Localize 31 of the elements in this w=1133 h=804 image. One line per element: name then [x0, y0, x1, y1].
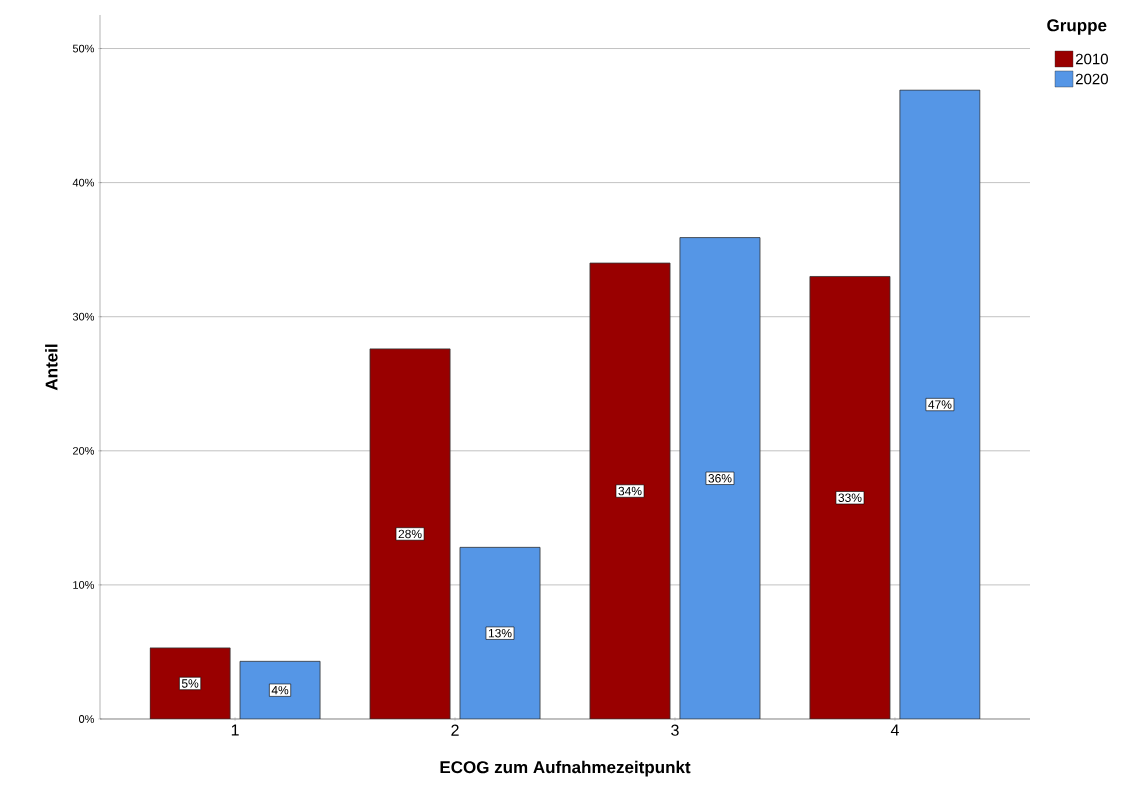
data-label: 28%	[398, 529, 422, 539]
y-tick-label: 20%	[73, 446, 95, 455]
bar	[679, 237, 761, 719]
y-tick-label: 30%	[72, 312, 95, 321]
legend-label: 2010	[1075, 53, 1108, 65]
data-label: 13%	[488, 628, 512, 638]
y-axis-title: Anteil	[45, 344, 58, 391]
y-tick-label: 50%	[72, 44, 95, 53]
bar	[899, 89, 981, 719]
data-label: 34%	[618, 486, 642, 496]
y-tick-label: 0%	[78, 715, 95, 723]
bar	[809, 276, 891, 719]
data-label: 47%	[928, 400, 952, 409]
data-label: 5%	[181, 679, 199, 688]
data-label: 33%	[838, 493, 862, 502]
legend-label: 2020	[1075, 73, 1108, 85]
y-tick-label: 10%	[73, 581, 95, 589]
bar	[589, 262, 671, 719]
bar	[239, 660, 321, 719]
x-tick-label: 2	[451, 724, 459, 736]
bar	[369, 348, 451, 719]
data-label: 4%	[271, 685, 289, 695]
x-tick-label: 3	[671, 724, 679, 736]
x-tick-label: 4	[890, 724, 899, 736]
x-tick-label: 1	[231, 724, 239, 736]
bar	[149, 647, 231, 719]
y-tick-label: 40%	[72, 178, 95, 187]
bar	[459, 546, 541, 719]
legend-title: Gruppe	[1047, 19, 1107, 35]
data-label: 36%	[708, 474, 732, 483]
x-axis-title: ECOG zum Aufnahmezeitpunkt	[440, 760, 691, 777]
